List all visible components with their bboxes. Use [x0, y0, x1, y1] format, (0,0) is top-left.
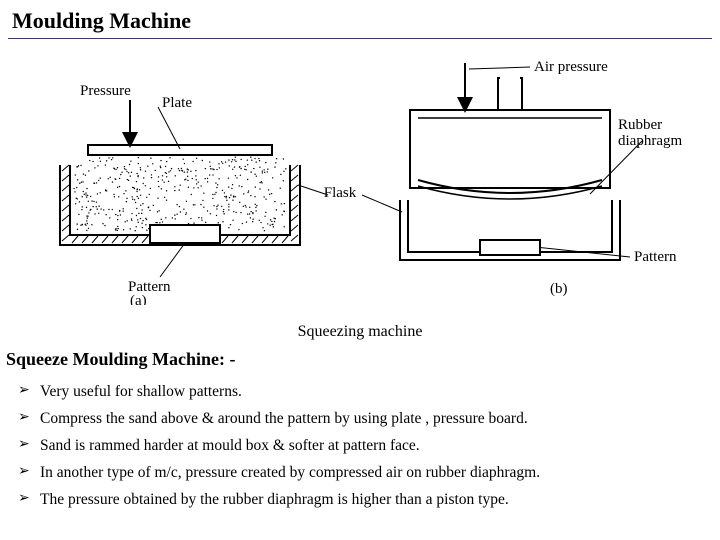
section-heading: Squeeze Moulding Machine: - — [0, 341, 720, 374]
figure-caption: Squeezing machine — [0, 323, 720, 341]
bullet-list: Very useful for shallow patterns. Compre… — [0, 374, 720, 511]
title-rule — [8, 38, 712, 39]
svg-text:(a): (a) — [130, 293, 147, 305]
svg-text:Pressure: Pressure — [80, 83, 131, 99]
list-item: Compress the sand above & around the pat… — [40, 409, 710, 430]
svg-text:(b): (b) — [550, 281, 568, 297]
page-title: Moulding Machine — [0, 0, 720, 38]
list-item: The pressure obtained by the rubber diap… — [40, 490, 710, 511]
list-item: Very useful for shallow patterns. — [40, 382, 710, 403]
squeeze-machine-diagram: Pressure Plate Pattern Flask (a) Air pressure… — [10, 45, 710, 305]
svg-text:Air pressure: Air pressure — [534, 59, 608, 75]
list-item: Sand is rammed harder at mould box & sof… — [40, 436, 710, 457]
svg-text:Plate: Plate — [162, 95, 192, 111]
svg-text:diaphragm: diaphragm — [618, 133, 682, 149]
svg-text:Pattern: Pattern — [634, 249, 677, 265]
svg-text:Rubber: Rubber — [618, 117, 662, 133]
diagram-container: Pressure Plate Pattern Flask (a) Air pressure… — [10, 45, 710, 325]
svg-text:Flask: Flask — [324, 185, 357, 201]
list-item: In another type of m/c, pressure created… — [40, 463, 710, 484]
